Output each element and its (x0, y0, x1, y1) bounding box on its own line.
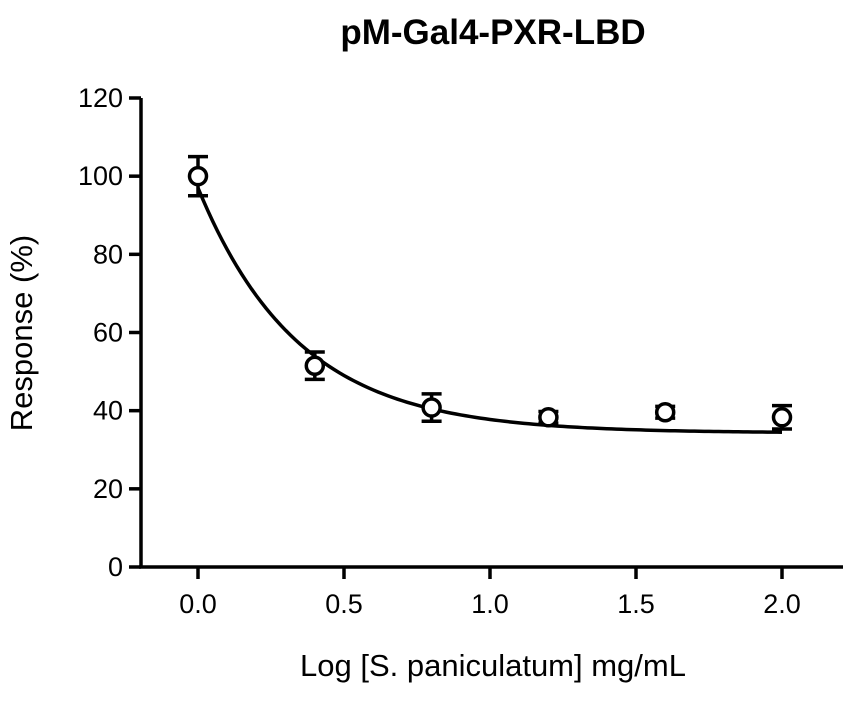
x-axis-label: Log [S. paniculatum] mg/mL (300, 648, 686, 683)
y-axis-label: Response (%) (4, 235, 39, 431)
x-axis-ticks: 0.0 0.5 1.0 1.5 2.0 (179, 567, 801, 619)
x-tick-label: 1.5 (617, 589, 655, 619)
x-tick-label: 2.0 (763, 589, 801, 619)
y-tick-label: 60 (93, 318, 123, 348)
x-tick-label: 0.5 (325, 589, 363, 619)
y-axis-ticks: 0 20 40 60 80 100 120 (78, 83, 141, 582)
y-tick-label: 20 (93, 474, 123, 504)
y-tick-label: 100 (78, 161, 123, 191)
data-point-group (538, 407, 559, 428)
data-point (654, 401, 676, 423)
y-tick-label: 0 (108, 552, 123, 582)
y-tick-label: 40 (93, 396, 123, 426)
data-point (304, 355, 326, 376)
data-points (187, 154, 793, 431)
y-tick-label: 80 (93, 239, 123, 269)
data-point-group (187, 154, 209, 198)
y-tick-label: 120 (78, 83, 123, 113)
data-point (187, 165, 209, 187)
data-point-group (771, 403, 793, 431)
x-tick-label: 0.0 (179, 589, 217, 619)
x-tick-label: 1.0 (471, 589, 509, 619)
data-point-group (304, 350, 326, 382)
chart-title: pM-Gal4-PXR-LBD (340, 13, 645, 52)
data-point-group (654, 401, 676, 423)
fit-curve (196, 187, 783, 434)
data-point (421, 397, 442, 418)
data-point-group (421, 392, 442, 423)
data-point (771, 407, 793, 428)
data-point (538, 407, 559, 428)
